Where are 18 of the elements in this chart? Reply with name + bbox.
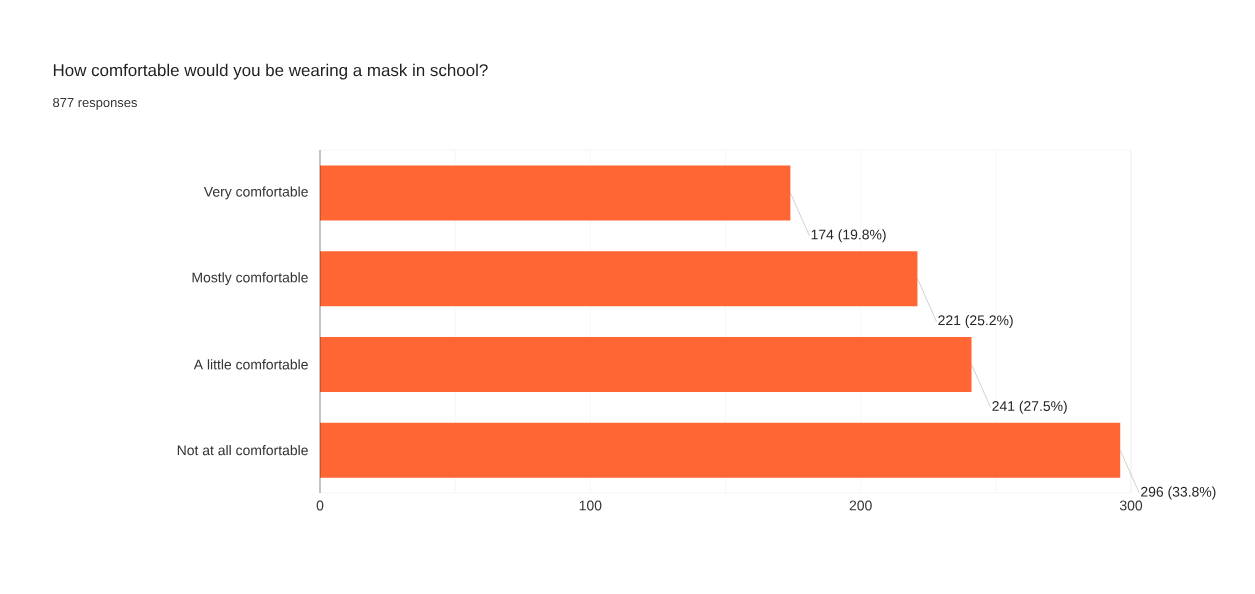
bar: [320, 165, 791, 221]
data-label: 241 (27.5%): [992, 400, 1067, 414]
data-label: 174 (19.8%): [811, 229, 886, 243]
y-tick-label: Mostly comfortable: [192, 272, 308, 286]
y-tick-label: Very comfortable: [203, 186, 308, 200]
bar: [320, 336, 972, 392]
data-label: 296 (33.8%): [1141, 486, 1216, 500]
y-tick-label: A little comfortable: [193, 359, 308, 370]
bar: [320, 422, 1121, 478]
bar: [320, 251, 918, 307]
x-tick-label: 0: [316, 500, 324, 511]
chart-title: How comfortable would you be wearing a mask in school?: [53, 63, 488, 80]
y-tick-label: Not at all comfortable: [177, 445, 308, 456]
x-tick-label: 300: [1119, 500, 1143, 511]
x-tick-label: 200: [849, 500, 872, 511]
x-tick-label: 100: [579, 500, 602, 511]
text: 877 responses: [53, 97, 137, 110]
data-label: 221 (25.2%): [938, 315, 1013, 328]
